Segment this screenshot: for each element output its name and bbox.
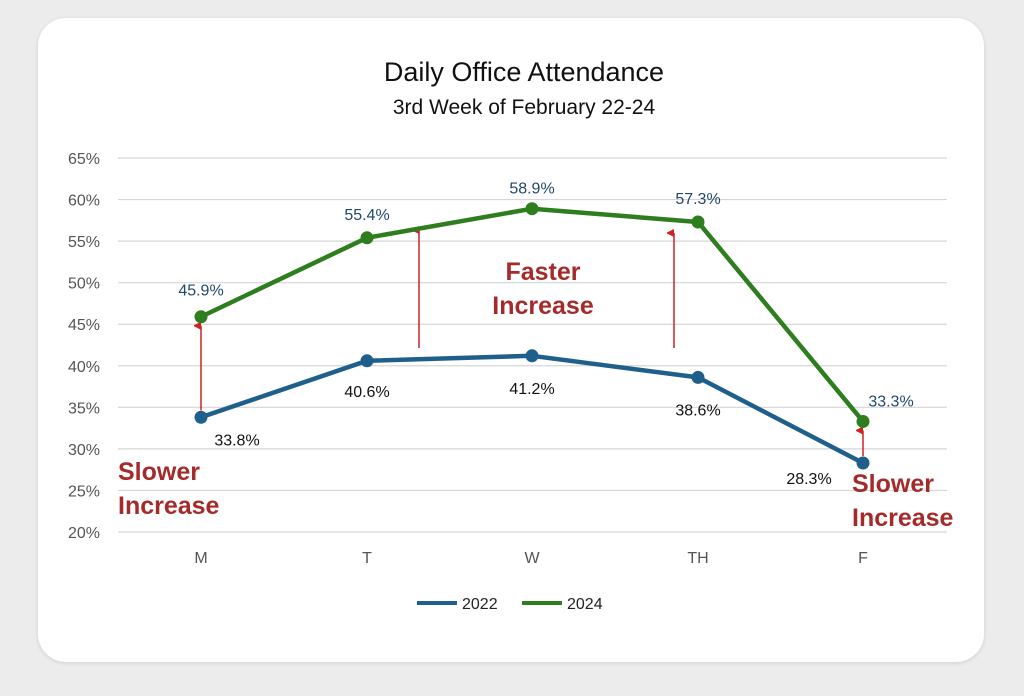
legend: 2022 2024 (417, 596, 603, 613)
y-tick-label: 35% (68, 400, 100, 417)
y-axis-ticks: 20% 25% 30% 35% 40% 45% 50% 55% 60% 65% (68, 151, 100, 542)
chart-subtitle: 3rd Week of February 22-24 (393, 96, 656, 119)
annotation-monday-line1: Slower (118, 458, 200, 486)
data-label-2024: 57.3% (675, 191, 720, 208)
legend-label-2022: 2022 (462, 596, 498, 613)
x-tick-label: F (858, 550, 868, 567)
x-axis-ticks: M T W TH F (194, 550, 868, 567)
annotation-midweek-line2: Increase (492, 292, 594, 320)
data-point-2022 (194, 410, 208, 424)
data-point-2024 (360, 231, 374, 245)
data-point-2024 (194, 310, 208, 324)
y-tick-label: 30% (68, 442, 100, 459)
data-label-2022: 41.2% (509, 381, 554, 398)
data-label-2024: 33.3% (868, 393, 913, 410)
annotation-monday-line2: Increase (118, 492, 220, 520)
y-tick-label: 60% (68, 193, 100, 210)
data-point-2024 (525, 202, 539, 216)
y-tick-label: 55% (68, 234, 100, 251)
data-point-2024 (856, 414, 870, 428)
y-tick-label: 40% (68, 359, 100, 376)
x-tick-label: M (194, 550, 207, 567)
data-point-2022 (856, 456, 870, 470)
series-line-2022 (200, 353, 865, 466)
y-tick-label: 50% (68, 276, 100, 293)
chart-card (38, 18, 984, 662)
annotation-friday-line1: Slower (852, 470, 934, 498)
data-label-2024: 55.4% (344, 207, 389, 224)
data-point-2024 (691, 215, 705, 229)
data-label-2024: 58.9% (509, 181, 554, 198)
chart-title: Daily Office Attendance (384, 57, 664, 87)
y-tick-label: 25% (68, 483, 100, 500)
y-tick-label: 45% (68, 317, 100, 334)
data-labels: 33.8% 40.6% 41.2% 38.6% 28.3% 45.9% 55.4% 58.9%… (178, 181, 913, 488)
gridlines (118, 157, 947, 533)
data-point-2022 (360, 354, 374, 368)
data-label-2022: 38.6% (675, 402, 720, 419)
series-lines (194, 202, 870, 470)
data-label-2022: 28.3% (786, 471, 831, 488)
annotation-midweek: Faster Increase (492, 258, 594, 320)
annotation-midweek-line1: Faster (505, 258, 580, 286)
legend-label-2024: 2024 (567, 596, 603, 613)
data-point-2022 (691, 370, 705, 384)
x-tick-label: W (524, 550, 540, 567)
x-tick-label: T (362, 550, 372, 567)
data-point-2022 (525, 349, 539, 363)
y-tick-label: 65% (68, 151, 100, 168)
x-tick-label: TH (687, 550, 708, 567)
annotation-friday-line2: Increase (852, 504, 954, 532)
data-label-2022: 40.6% (344, 384, 389, 401)
y-tick-label: 20% (68, 525, 100, 542)
data-label-2022: 33.8% (214, 432, 259, 449)
annotation-friday: Slower Increase (852, 470, 954, 532)
annotation-monday: Slower Increase (118, 458, 220, 520)
data-label-2024: 45.9% (178, 283, 223, 300)
increase-arrows (201, 230, 864, 457)
